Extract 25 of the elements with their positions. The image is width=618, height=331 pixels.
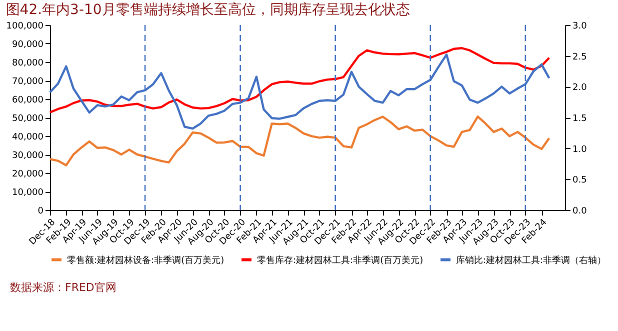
y-tick-label: 70,000	[12, 77, 44, 87]
y-tick-label: 80,000	[12, 58, 44, 68]
y-tick-label: 30,000	[12, 151, 44, 161]
y2-tick-label: 2.5	[572, 52, 587, 62]
y2-tick-label: 1.0	[572, 144, 588, 155]
y-tick-label: 60,000	[12, 96, 44, 106]
legend-label: 零售额:建材园林设备:非季调(百万美元)	[67, 254, 224, 266]
y-tick-label: 40,000	[12, 132, 44, 142]
y2-tick-label: 0.0	[572, 206, 588, 216]
line-series	[48, 47, 550, 114]
y-tick-label: 0	[38, 206, 44, 216]
line-series	[48, 115, 550, 166]
y-tick-label: 90,000	[12, 40, 44, 50]
y2-tick-label: 1.5	[572, 114, 587, 124]
y2-tick-label: 3.0	[572, 22, 588, 32]
y-tick-label: 20,000	[12, 170, 44, 180]
source-note: 数据来源：FRED官网	[10, 281, 116, 294]
y2-tick-label: 0.5	[572, 176, 587, 186]
y-tick-label: 10,000	[12, 188, 44, 198]
chart-title: 图42.年内3-10月零售端持续增长至高位，同期库存呈现去化状态	[6, 2, 410, 18]
y2-tick-label: 2.0	[572, 83, 588, 94]
legend-label: 库销比:建材园林工具:非季调（右轴）	[456, 254, 606, 266]
y-tick-label: 100,000	[6, 22, 44, 32]
legend-label: 零售库存:建材园林工具:非季调(百万美元)	[257, 254, 424, 266]
y-tick-label: 50,000	[12, 114, 44, 124]
